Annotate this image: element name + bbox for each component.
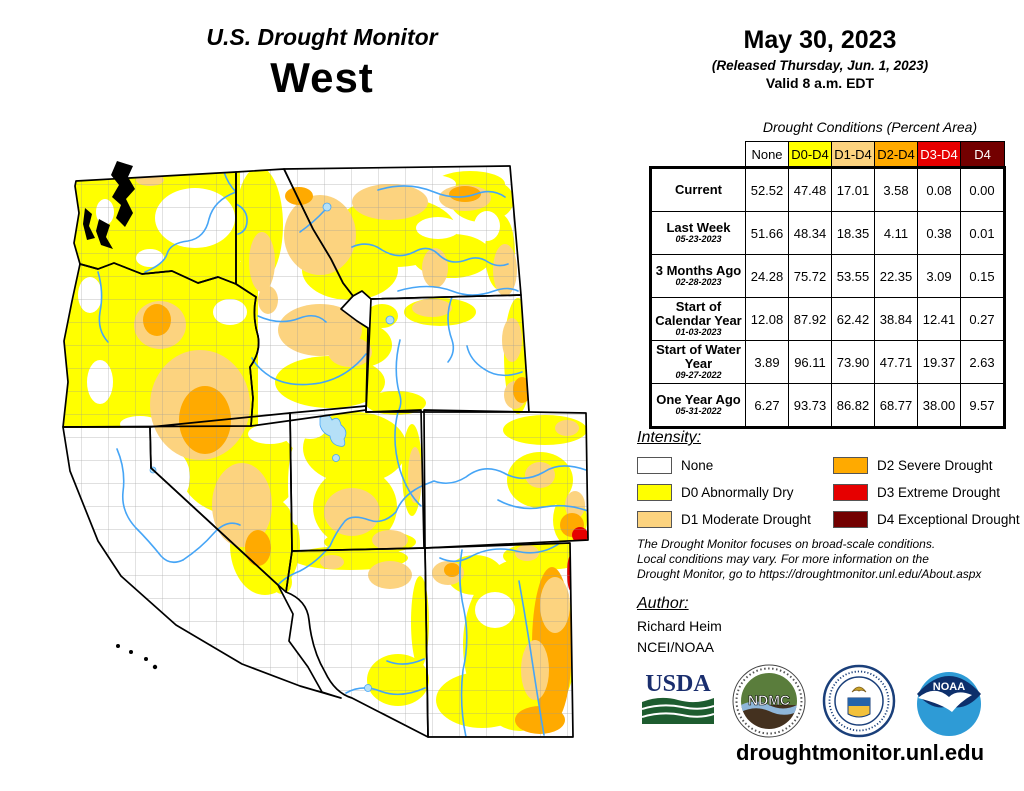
- col-none: None: [745, 141, 789, 168]
- legend-item-d1: D1 Moderate Drought: [637, 511, 833, 528]
- table-row: Start of Water Year 09-27-2022 3.89 96.11 …: [650, 340, 1005, 384]
- d0-swatch: [637, 484, 672, 501]
- table-row: One Year Ago 05-31-2022 6.27 93.73 86.82 68…: [650, 383, 1005, 428]
- col-d3-d4: D3-D4: [917, 141, 961, 168]
- d2-swatch: [833, 457, 868, 474]
- legend-item-d4: D4 Exceptional Drought: [833, 511, 1020, 528]
- author-org: NCEI/NOAA: [637, 639, 715, 655]
- svg-text:NDMC: NDMC: [748, 692, 790, 708]
- row-label: One Year Ago 05-31-2022: [650, 383, 746, 428]
- usda-field-icon: [641, 697, 715, 724]
- table-corner-cell: [651, 142, 746, 168]
- legend-item-none: None: [637, 457, 833, 474]
- author-heading: Author:: [637, 595, 689, 612]
- row-label: Start of Water Year 09-27-2022: [650, 340, 746, 384]
- lakes: [149, 202, 395, 692]
- d3-swatch: [833, 484, 868, 501]
- puget-sound: [83, 161, 135, 249]
- row-label: Current: [650, 167, 746, 212]
- drought-conditions-table: None D0-D4 D1-D4 D2-D4 D3-D4 D4 Current …: [649, 141, 1006, 429]
- legend-item-d3: D3 Extreme Drought: [833, 484, 1020, 501]
- date-block: May 30, 2023 (Released Thursday, Jun. 1,…: [700, 26, 940, 91]
- table-row: Last Week 05-23-2023 51.66 48.34 18.35 4.11…: [650, 211, 1005, 255]
- drought-map: [62, 161, 589, 738]
- row-label: 3 Months Ago 02-28-2023: [650, 254, 746, 298]
- table-row: Start of Calendar Year 01-03-2023 12.08 87…: [650, 297, 1005, 341]
- disclaimer-text: The Drought Monitor focuses on broad-sca…: [637, 537, 982, 581]
- author-name: Richard Heim: [637, 618, 722, 634]
- intensity-heading: Intensity:: [637, 429, 702, 446]
- col-d2-d4: D2-D4: [874, 141, 918, 168]
- logo-row: USDA NDMC: [640, 664, 990, 738]
- page-title: U.S. Drought Monitor: [206, 24, 438, 50]
- valid-time: Valid 8 a.m. EDT: [765, 75, 875, 91]
- legend-item-d2: D2 Severe Drought: [833, 457, 1020, 474]
- map-date: May 30, 2023: [743, 26, 897, 54]
- table-row: 3 Months Ago 02-28-2023 24.28 75.72 53.55 2…: [650, 254, 1005, 298]
- svg-text:NOAA: NOAA: [933, 681, 965, 693]
- release-date: (Released Thursday, Jun. 1, 2023): [711, 58, 929, 73]
- commerce-seal-logo: [822, 664, 896, 738]
- legend-item-d0: D0 Abnormally Dry: [637, 484, 833, 501]
- state-borders: [62, 165, 589, 738]
- row-label: Last Week 05-23-2023: [650, 211, 746, 255]
- none-swatch: [637, 457, 672, 474]
- d1-swatch: [637, 511, 672, 528]
- region-title: West: [270, 54, 374, 101]
- footer-url: droughtmonitor.unl.edu: [735, 740, 985, 765]
- intensity-legend: None D0 Abnormally Dry D1 Moderate Droug…: [637, 452, 1020, 533]
- table-row: Current 52.52 47.48 17.01 3.58 0.08 0.00: [650, 167, 1005, 212]
- d4-swatch: [833, 511, 868, 528]
- table-caption: Drought Conditions (Percent Area): [762, 119, 978, 135]
- col-d4: D4: [960, 141, 1005, 168]
- col-d0-d4: D0-D4: [788, 141, 832, 168]
- row-label: Start of Calendar Year 01-03-2023: [650, 297, 746, 341]
- noaa-logo: NOAA: [917, 672, 981, 736]
- channel-islands: [116, 644, 158, 670]
- col-d1-d4: D1-D4: [831, 141, 875, 168]
- ndmc-logo: NDMC: [732, 664, 806, 738]
- usda-logo: USDA: [640, 672, 716, 729]
- table-header-row: None D0-D4 D1-D4 D2-D4 D3-D4 D4: [651, 141, 1005, 168]
